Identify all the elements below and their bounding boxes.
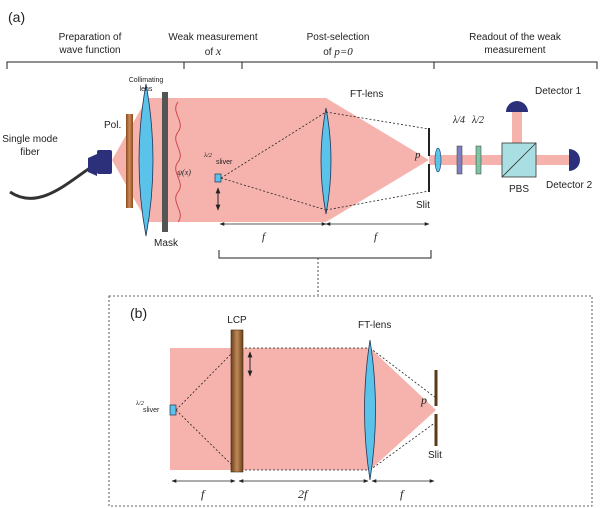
sliver-fraction-label: λ/2 xyxy=(203,152,213,159)
detector1-label: Detector 1 xyxy=(535,86,582,97)
half-wave-sliver-b xyxy=(169,404,177,416)
quarter-wave-label: λ/4 xyxy=(452,115,465,126)
beam-readout xyxy=(429,155,539,165)
ft-rays xyxy=(325,111,430,211)
beam-b-collimated xyxy=(170,348,370,470)
polarizer-label: Pol. xyxy=(104,120,121,131)
distance-b-f3-label: f xyxy=(400,487,405,501)
beam-b-focusing xyxy=(370,348,436,470)
sliver-b-fraction-label: λ/2 xyxy=(135,400,145,407)
pbs-label: PBS xyxy=(509,184,529,195)
ft-lens-label: FT-lens xyxy=(350,89,383,100)
distance-f1-label: f xyxy=(262,231,267,243)
sliver-rays xyxy=(220,111,327,211)
half-wave-sliver xyxy=(214,173,222,183)
half-wave-label: λ/2 xyxy=(471,115,484,126)
half-wave-plate xyxy=(475,145,482,175)
section-weak-line1: Weak measurement xyxy=(168,32,258,43)
quarter-wave-plate xyxy=(456,145,463,175)
fiber-label-line1: Single mode xyxy=(2,134,58,145)
section-post-line2: of p=0 xyxy=(323,46,353,58)
sliver-b-label: sliver xyxy=(143,407,160,414)
panel-b-label: (b) xyxy=(130,305,147,321)
slit-label: Slit xyxy=(416,200,430,211)
collimating-lens xyxy=(138,83,154,237)
beam-detector1 xyxy=(512,110,522,152)
psi-label: ψ(x) xyxy=(177,168,191,177)
lcp-label: LCP xyxy=(227,315,247,326)
section-prep-line1: Preparation of xyxy=(59,32,122,43)
section-prep-line2: wave function xyxy=(58,45,120,56)
mask xyxy=(162,92,168,232)
pbs-diagonal xyxy=(501,142,537,178)
polarizer xyxy=(126,114,133,208)
ft-lens-b xyxy=(364,339,376,481)
detector2-label: Detector 2 xyxy=(546,180,593,191)
collimating-lens-label-line2: lens xyxy=(140,86,153,93)
zoom-bracket xyxy=(218,250,432,259)
wavefunction-curve xyxy=(175,101,181,223)
section-readout-line2: measurement xyxy=(484,45,545,56)
slit-b-label: Slit xyxy=(428,450,442,461)
mask-label: Mask xyxy=(154,238,179,249)
section-readout-line1: Readout of the weak xyxy=(469,32,562,43)
fiber-cable xyxy=(9,162,97,200)
collimating-lens-label-line1: Collimating xyxy=(129,77,164,84)
distance-b-f1-label: f xyxy=(201,487,206,501)
section-post-line1: Post-selection xyxy=(307,32,370,43)
p-b-label: p xyxy=(420,393,427,407)
sliver-label: sliver xyxy=(216,159,233,166)
beam-collimated xyxy=(146,98,326,222)
detector1-icon xyxy=(506,101,528,112)
panel-a-label: (a) xyxy=(8,9,25,25)
section-weak-line2: of x xyxy=(205,44,222,58)
beam-focusing xyxy=(326,98,429,222)
fiber-connector-neck xyxy=(88,154,97,176)
panel-b-frame xyxy=(108,295,593,507)
beam-detector2 xyxy=(539,155,569,165)
p-label: p xyxy=(414,149,421,161)
fiber-label-line2: fiber xyxy=(20,147,40,158)
ft-lens-b-label: FT-lens xyxy=(358,320,391,331)
readout-lens xyxy=(434,147,442,173)
fiber-connector xyxy=(97,150,112,174)
distance-b-f2-label: 2f xyxy=(298,487,309,501)
ft-lens xyxy=(320,107,332,215)
detector2-icon xyxy=(569,149,580,171)
distance-f2-label: f xyxy=(374,231,379,243)
section-bracket xyxy=(6,61,598,69)
lcp-plate xyxy=(230,329,244,473)
